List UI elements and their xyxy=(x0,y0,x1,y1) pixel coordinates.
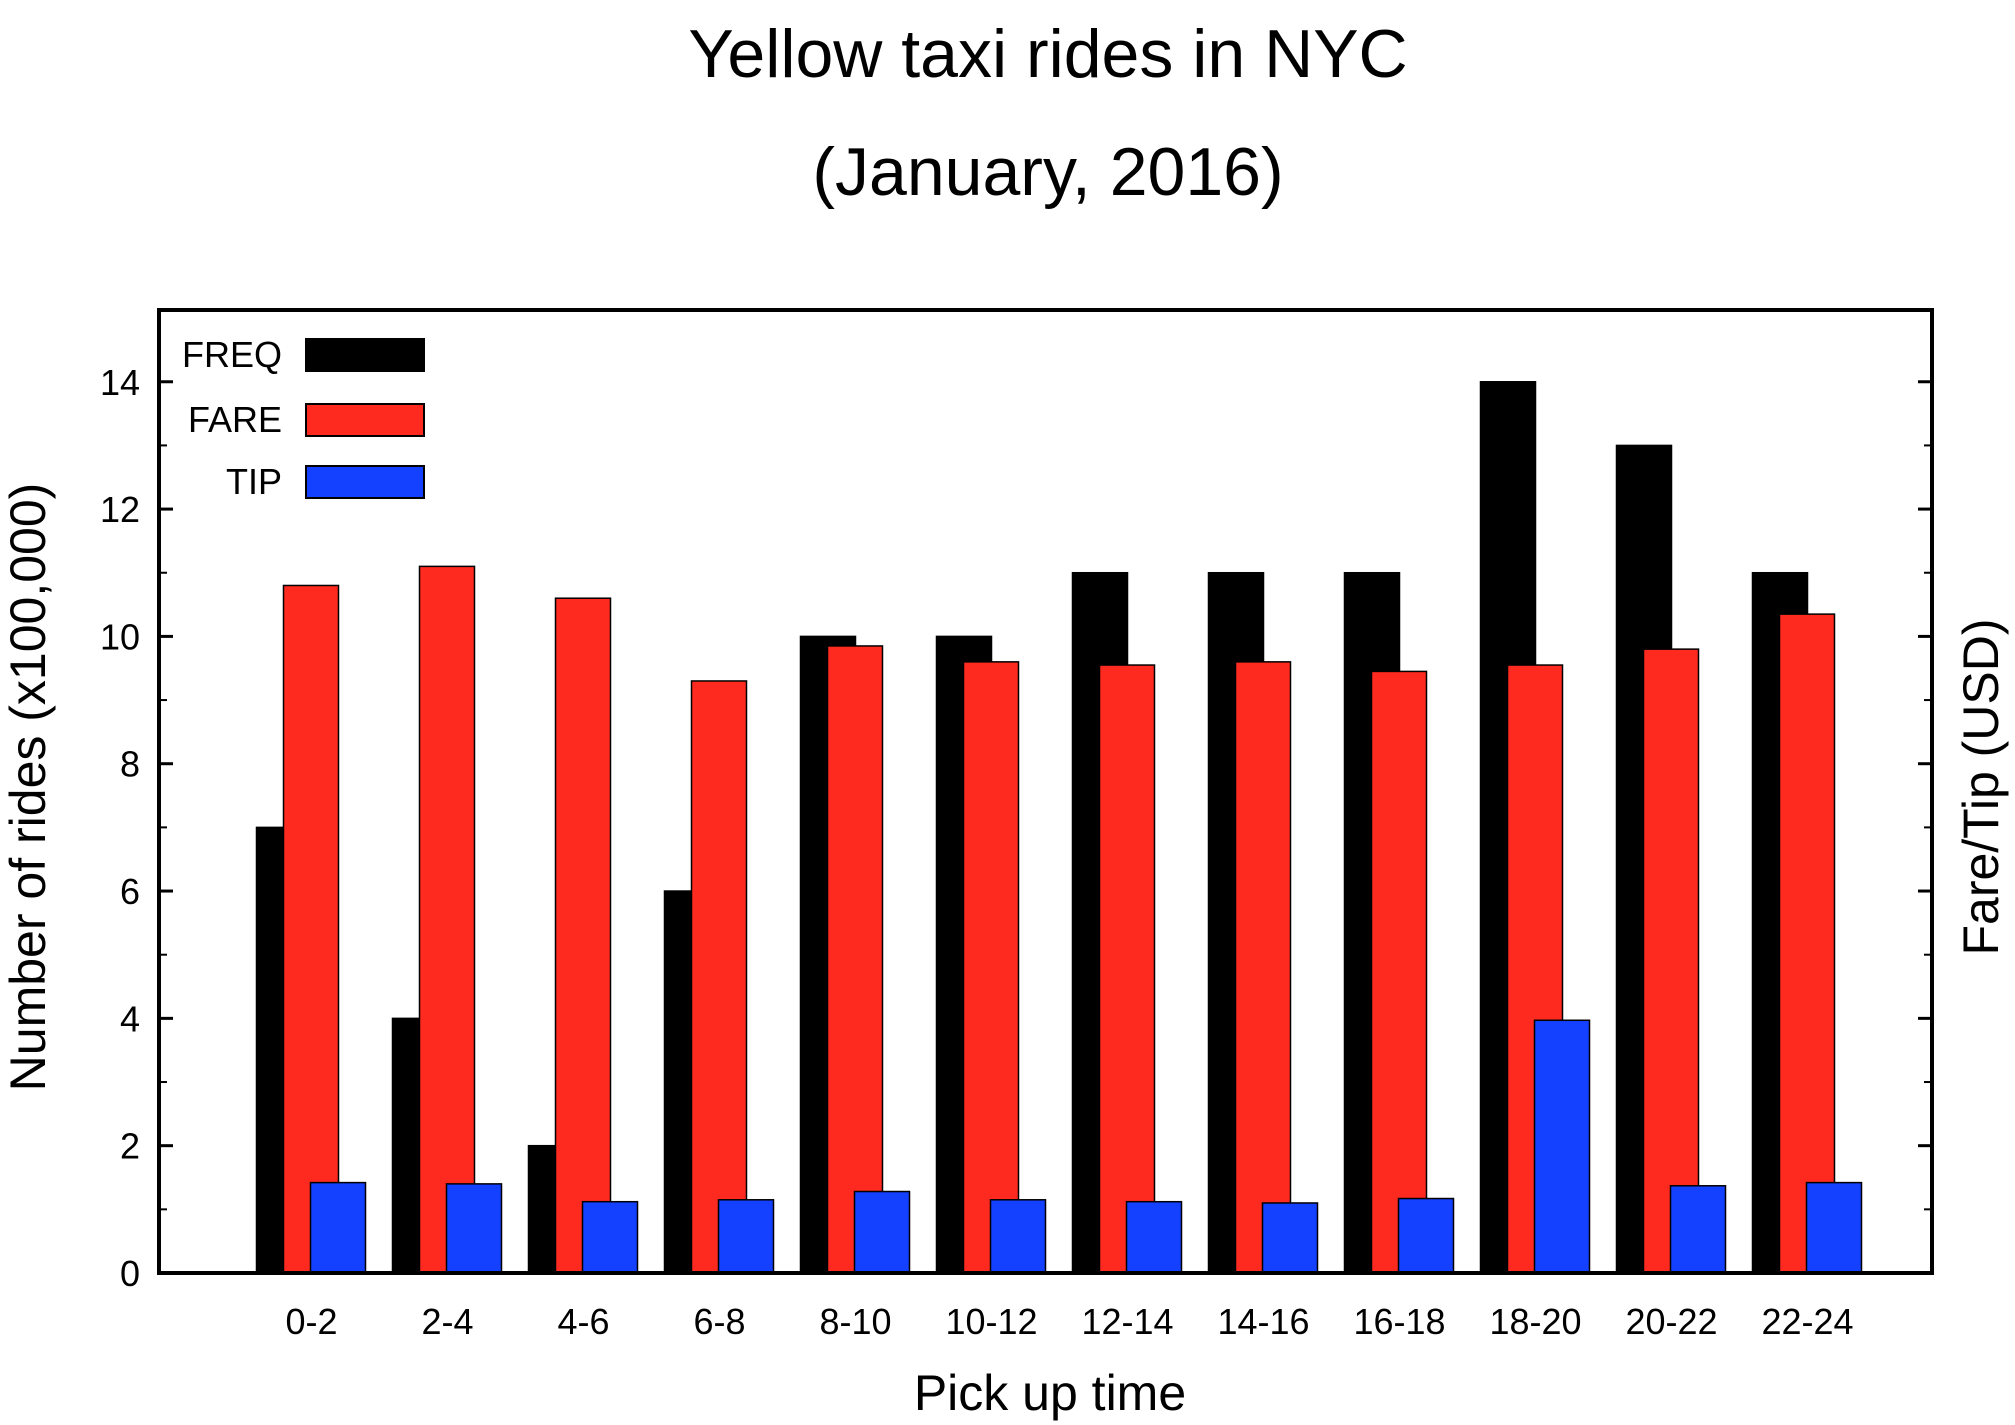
legend-label-freq: FREQ xyxy=(182,334,282,375)
bar-fare-10-12 xyxy=(962,661,1020,1274)
y-tick-label: 8 xyxy=(120,744,140,785)
y-tick-label: 12 xyxy=(100,489,140,530)
legend: FREQ FARE TIP xyxy=(182,334,425,502)
bar-tip-12-14 xyxy=(1125,1200,1183,1274)
x-tick-label: 20-22 xyxy=(1625,1301,1717,1342)
x-tick-label: 22-24 xyxy=(1761,1301,1853,1342)
bar-fare-14-16 xyxy=(1234,661,1292,1274)
x-tick-label: 4-6 xyxy=(557,1301,609,1342)
bar-tip-16-18 xyxy=(1397,1197,1455,1274)
y-tick-label: 10 xyxy=(100,616,140,657)
legend-swatch-tip xyxy=(305,465,425,499)
bar-fare-22-24 xyxy=(1778,613,1836,1274)
x-tick-label: 16-18 xyxy=(1353,1301,1445,1342)
bar-fare-16-18 xyxy=(1370,670,1428,1274)
x-tick-label: 0-2 xyxy=(285,1301,337,1342)
bar-fare-8-10 xyxy=(826,645,884,1274)
chart-title: Yellow taxi rides in NYC xyxy=(688,16,1408,92)
axes-layer: 0 2 4 6 8 10 12 14 0-2 2-4 4-6 6-8 8-10 10-12 12-14 14-… xyxy=(100,308,1934,1342)
bar-fare-0-2 xyxy=(282,584,340,1274)
chart-subtitle: (January, 2016) xyxy=(812,134,1284,210)
bar-fare-20-22 xyxy=(1642,648,1700,1274)
bar-tip-22-24 xyxy=(1805,1181,1863,1274)
bar-tip-4-6 xyxy=(581,1200,639,1274)
bar-tip-0-2 xyxy=(309,1181,367,1274)
bar-tip-10-12 xyxy=(989,1199,1047,1274)
y-tick-label: 4 xyxy=(120,998,140,1039)
y-tick-label: 0 xyxy=(120,1253,140,1294)
x-tick-label: 2-4 xyxy=(421,1301,473,1342)
legend-swatch-freq xyxy=(305,338,425,372)
y-axis-label: Number of rides (x100,000) xyxy=(0,483,56,1092)
y-tick-label: 2 xyxy=(120,1126,140,1167)
plot-frame xyxy=(157,308,1934,1275)
x-tick-label: 8-10 xyxy=(819,1301,891,1342)
bar-tip-6-8 xyxy=(717,1199,775,1274)
bar-fare-2-4 xyxy=(418,565,476,1274)
x-tick-label: 14-16 xyxy=(1217,1301,1309,1342)
bar-fare-12-14 xyxy=(1098,664,1156,1274)
x-tick-label: 18-20 xyxy=(1489,1301,1581,1342)
y-tick-label: 6 xyxy=(120,871,140,912)
bar-tip-8-10 xyxy=(853,1190,911,1274)
bars-layer xyxy=(255,381,1863,1274)
legend-swatch-fare xyxy=(305,403,425,437)
x-tick-label: 12-14 xyxy=(1081,1301,1173,1342)
bar-tip-18-20 xyxy=(1533,1019,1591,1274)
legend-label-fare: FARE xyxy=(188,399,282,440)
x-tick-label: 10-12 xyxy=(945,1301,1037,1342)
bar-tip-14-16 xyxy=(1261,1202,1319,1274)
y-axis-label-right: Fare/Tip (USD) xyxy=(1953,618,2009,955)
x-tick-label: 6-8 xyxy=(693,1301,745,1342)
bar-tip-20-22 xyxy=(1669,1185,1727,1274)
x-axis-label: Pick up time xyxy=(914,1365,1186,1421)
bar-tip-2-4 xyxy=(445,1183,503,1274)
legend-label-tip: TIP xyxy=(226,461,282,502)
bar-fare-6-8 xyxy=(690,680,748,1274)
y-tick-label: 14 xyxy=(100,362,140,403)
bar-fare-4-6 xyxy=(554,597,612,1274)
